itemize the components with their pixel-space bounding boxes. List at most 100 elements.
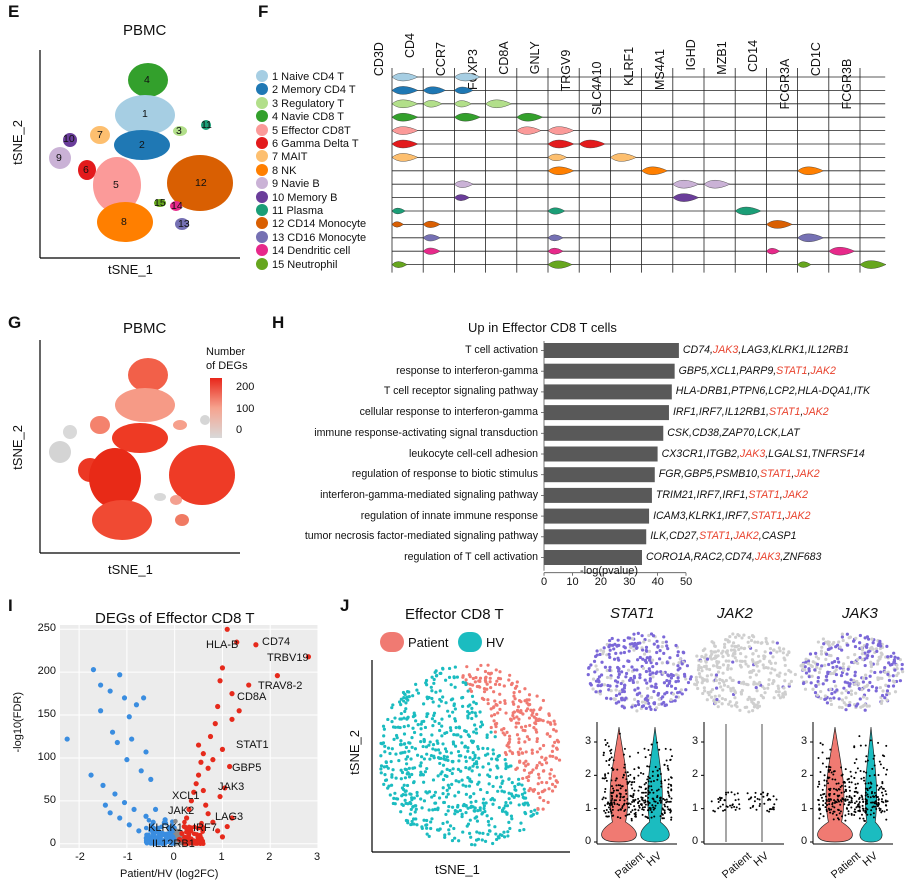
i-point-up — [253, 642, 259, 648]
j-tsne-point — [451, 740, 455, 744]
j-feature-point-0 — [628, 642, 632, 646]
j-feature-point-2 — [800, 675, 804, 679]
j-violin-dot — [626, 813, 629, 816]
violin-3-foxp3 — [485, 99, 513, 108]
j-violin-dot — [864, 787, 867, 790]
j-feature-point-2 — [840, 635, 844, 639]
j-tsne-point — [524, 709, 528, 713]
j-violin-dot — [829, 787, 832, 790]
j-violin-dot — [630, 819, 633, 822]
j-tsne-point — [548, 754, 552, 758]
j-tsne-point — [379, 764, 384, 768]
j-feature-point-0 — [642, 640, 646, 644]
j-violin-dot — [633, 768, 636, 771]
i-point — [196, 840, 202, 846]
j-feature-point-2 — [804, 658, 809, 662]
i-point-down — [102, 802, 108, 808]
j-feature-point-1 — [725, 651, 729, 655]
j-tsne-point — [436, 774, 440, 778]
j-tsne-point — [512, 710, 517, 714]
j-violin-dot — [863, 820, 866, 823]
j-feature-point-2 — [883, 670, 887, 674]
j-violin-dot — [836, 789, 839, 792]
g-cluster-3 — [173, 420, 187, 430]
j-tsne-point — [379, 767, 383, 771]
j-tsne-point — [404, 793, 408, 797]
h-tick-label-40: 40 — [651, 575, 664, 588]
legend-item-15: 15 Neutrophil — [256, 257, 337, 271]
j-violin-dot — [819, 812, 822, 815]
j-tsne-point — [449, 751, 453, 755]
j-tsne-point — [436, 806, 440, 810]
j-violin-dot — [647, 785, 650, 788]
j-violin-dot — [726, 805, 729, 808]
j-tsne-point — [501, 731, 505, 735]
j-feature-point-1 — [774, 690, 778, 694]
j-violin-dot — [666, 790, 669, 793]
j-tsne-point — [412, 780, 416, 785]
j-feature-point-2 — [853, 660, 857, 664]
j-violin-dot — [665, 759, 668, 762]
j-tsne-point — [474, 701, 478, 706]
j-feature-point-1 — [733, 652, 737, 656]
j-tsne-point — [419, 739, 423, 744]
j-violin-dot — [608, 804, 611, 807]
j-feature-point-1 — [733, 696, 737, 700]
j-feature-point-2 — [870, 654, 875, 658]
j-feature-point-2 — [804, 660, 808, 664]
j-violin-dot — [607, 815, 610, 818]
j-feature-point-0 — [654, 671, 658, 676]
j-feature-point-1 — [733, 690, 738, 695]
j-feature-point-1 — [783, 690, 787, 694]
j-tsne-point — [533, 808, 537, 812]
j-tsne-point — [508, 764, 512, 768]
h-bar-1 — [544, 343, 679, 358]
j-feature-point-1 — [705, 674, 709, 678]
j-violin-dot — [850, 781, 853, 784]
j-tsne-point — [438, 761, 442, 766]
j-violin-dot — [644, 799, 647, 802]
j-tsne-point — [411, 715, 416, 719]
j-feature-point-2 — [896, 671, 900, 675]
j-tsne-point — [446, 809, 450, 813]
j-feature-point-1 — [697, 666, 701, 670]
j-violin-dot — [610, 799, 613, 802]
j-tsne-point — [431, 700, 435, 704]
j-feature-point-2 — [894, 679, 899, 684]
j-feature-point-2 — [861, 695, 866, 699]
j-tsne-point — [478, 685, 482, 689]
j-violin-dot — [833, 793, 836, 796]
j-feature-point-0 — [664, 640, 668, 644]
j-violin-dot — [773, 803, 776, 806]
j-tsne-point — [470, 716, 474, 721]
i-point — [145, 839, 150, 845]
j-tsne-point — [471, 764, 475, 768]
j-tsne-point — [425, 695, 429, 699]
i-point-up — [246, 682, 252, 688]
j-feature-point-1 — [771, 655, 775, 659]
j-tsne-point — [410, 736, 414, 740]
j-tsne-point — [489, 685, 493, 690]
j-violin-dot — [725, 793, 728, 796]
j-feature-point-1 — [724, 678, 728, 683]
violin-15-cd3d — [391, 261, 408, 268]
j-violin-dot — [877, 803, 880, 806]
j-feature-point-0 — [606, 683, 610, 688]
j-feature-point-1 — [714, 673, 719, 677]
j-violin-dot — [753, 800, 756, 803]
i-gene-jak3: JAK3 — [218, 781, 245, 793]
j-feature-point-1 — [753, 662, 758, 666]
i-point-down — [64, 736, 70, 742]
j-feature-point-1 — [736, 632, 740, 637]
j-tsne-point — [523, 729, 527, 733]
j-violin-dot — [826, 804, 829, 807]
j-tsne-point — [508, 717, 513, 721]
j-tsne-point — [415, 794, 419, 798]
j-feature-point-0 — [607, 644, 611, 648]
i-point — [186, 831, 192, 836]
j-tsne-point — [519, 708, 523, 713]
j-violin-dot — [858, 817, 861, 820]
j-violin-dot — [647, 793, 650, 796]
j-feature-point-2 — [848, 703, 852, 707]
j-violin-dot — [873, 791, 876, 794]
